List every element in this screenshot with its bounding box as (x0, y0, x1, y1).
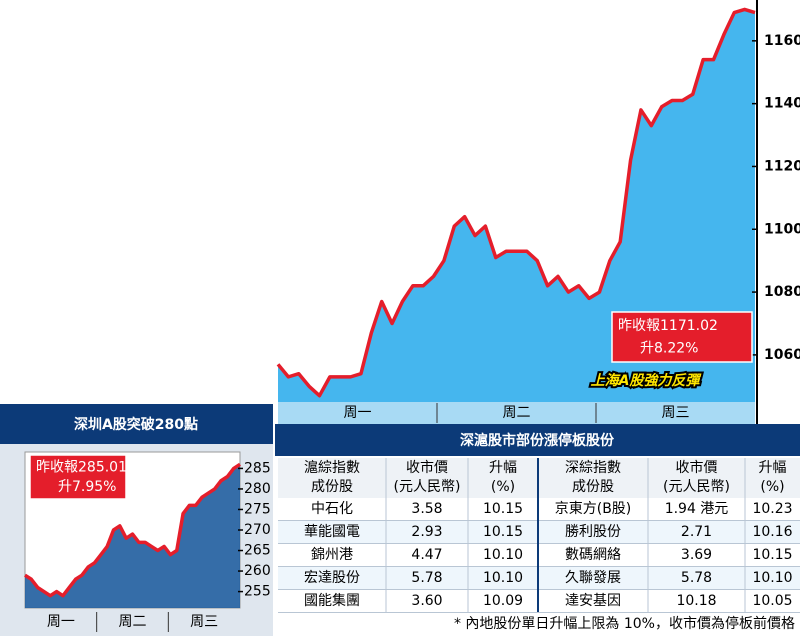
table-header: 成份股 (572, 479, 614, 495)
table-cell: 10.15 (483, 501, 523, 517)
table-cell: 2.71 (681, 524, 712, 540)
x-tick-label: 周一 (344, 405, 372, 421)
y-tick-label: 1060 (764, 347, 800, 363)
table-cell: 3.69 (681, 547, 712, 563)
table-cell: 中石化 (311, 501, 353, 517)
table-cell: 久聯發展 (565, 570, 621, 586)
table-title-bar (275, 424, 800, 456)
table-cell: 10.23 (752, 501, 792, 517)
x-tick-label: 周二 (119, 614, 147, 630)
table-cell: 5.78 (411, 570, 442, 586)
table-cell: 宏達股份 (304, 570, 360, 586)
table-header: 收市價 (676, 459, 718, 476)
x-tick-label: 周二 (503, 405, 531, 421)
y-tick-label: 1120 (764, 158, 800, 174)
line (276, 7, 756, 398)
table-cell: 錦州港 (311, 546, 353, 563)
annotation: 昨收報285.01 (36, 459, 127, 475)
table-cell: 1.94 港元 (665, 501, 729, 517)
table-header: 滬綜指數 (304, 459, 360, 476)
chart-title: 深圳A股突破280點 (74, 416, 198, 433)
table-cell: 4.47 (411, 547, 442, 563)
y-tick-label: 260 (244, 563, 271, 579)
table-header: 成份股 (311, 479, 353, 495)
table-cell: 5.78 (681, 570, 712, 586)
table-header: 收市價 (406, 459, 448, 476)
table-cell: 10.10 (483, 547, 523, 563)
y-tick-label: 1160 (764, 33, 800, 49)
annotation: 昨收報1171.02 (618, 318, 718, 334)
table-cell: 10.05 (752, 593, 792, 609)
table-cell: 國能集團 (304, 592, 360, 609)
y-tick-label: 265 (244, 543, 271, 559)
table-title: 深滬股市部份漲停板股份 (460, 432, 615, 449)
table-note: * 內地股份單日升幅上限為 10%，收市價為停板前價格 (454, 615, 795, 632)
line (24, 462, 241, 598)
annotation-box (611, 311, 753, 363)
small-title-bar (0, 404, 273, 444)
table-cell: 10.15 (752, 547, 792, 563)
table-cell: 10.09 (483, 593, 523, 609)
y-tick-label: 1140 (764, 96, 800, 112)
table-cell: 10.10 (752, 570, 792, 586)
table-cell: 京東方(B股) (555, 501, 632, 517)
table-cell: 2.93 (411, 524, 442, 540)
x-tick-label: 周三 (662, 405, 690, 421)
y-tick-label: 1100 (764, 221, 800, 237)
table-cell: 達安基因 (565, 592, 621, 609)
table-cell: 10.10 (483, 570, 523, 586)
x-tick-label: 周一 (47, 614, 75, 630)
table-header: 升幅 (489, 460, 517, 476)
table-cell: 3.58 (411, 501, 442, 517)
table-header: 深綜指數 (565, 460, 621, 476)
y-tick-label: 1080 (764, 284, 800, 300)
table-cell: 3.60 (411, 593, 442, 609)
y-tick-label: 280 (244, 481, 271, 497)
annotation: 升8.22% (640, 341, 698, 357)
y-tick-label: 255 (244, 584, 271, 600)
y-tick-label: 275 (244, 501, 271, 517)
table-cell: 數碼網絡 (565, 547, 621, 563)
table-header: (%) (491, 479, 515, 495)
annotation-box (29, 454, 127, 500)
day-strip (278, 402, 755, 424)
table-header: (元人民幣) (394, 479, 461, 495)
area (278, 9, 755, 402)
table-cell: 10.15 (483, 524, 523, 540)
y-tick-label: 285 (244, 460, 271, 476)
table-cell: 華能國電 (304, 524, 360, 540)
chart-title: 上海A股強力反彈 (591, 372, 703, 389)
table-cell: 10.18 (676, 593, 716, 609)
annotation: 升7.95% (58, 479, 116, 495)
x-tick-label: 周三 (190, 614, 218, 630)
table-cell: 勝利股份 (565, 524, 621, 540)
table-header: (%) (760, 479, 784, 495)
table-header: 升幅 (759, 460, 787, 476)
y-tick-label: 270 (244, 522, 271, 538)
table-header: (元人民幣) (663, 479, 730, 495)
table-cell: 10.16 (752, 524, 792, 540)
